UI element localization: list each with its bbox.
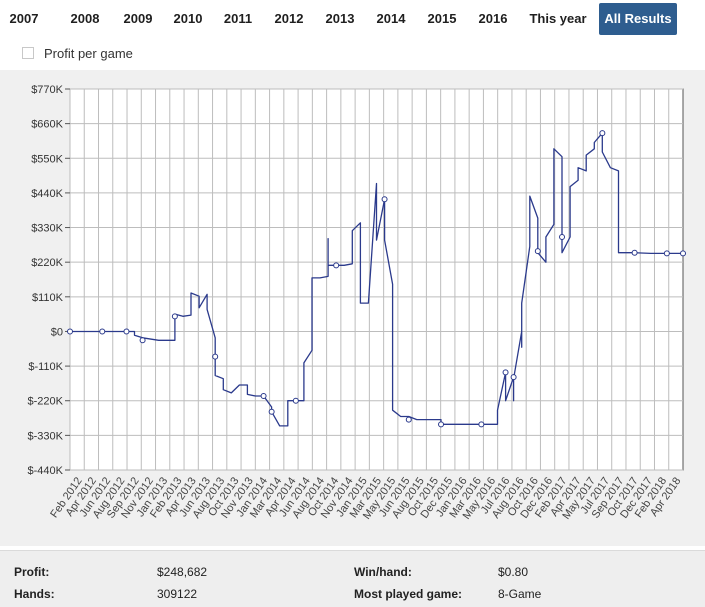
series-point: [631, 249, 638, 256]
stats-bar: Profit: $248,682 Hands: 309122 Win/hand:…: [0, 550, 705, 607]
series-point: [559, 233, 566, 240]
year-tabs: 2007 2008 2009 2010 2011 2012 2013 2014 …: [0, 0, 705, 38]
win-hand-label: Win/hand:: [354, 565, 412, 579]
series-point: [438, 421, 445, 428]
y-tick-label: $-220K: [28, 396, 64, 408]
series-point: [333, 262, 340, 269]
series-point: [381, 196, 388, 203]
y-tick-label: $-110K: [28, 361, 63, 373]
series-point: [502, 369, 509, 376]
series-point: [139, 337, 146, 344]
tab-2012[interactable]: 2012: [274, 11, 304, 26]
series-point: [268, 408, 275, 415]
profit-label: Profit:: [14, 565, 50, 579]
profit-value: $248,682: [157, 565, 208, 579]
tab-2007[interactable]: 2007: [9, 11, 39, 26]
y-tick-label: $-330K: [28, 430, 64, 442]
y-tick-label: $660K: [31, 119, 63, 131]
y-tick-label: $220K: [31, 257, 63, 269]
y-tick-label: $330K: [31, 223, 63, 235]
chart-panel: Feb 2012 Apr 2012 Jun 2012 Aug 2012 Sep 2012…: [0, 70, 705, 546]
series-point: [599, 130, 606, 137]
series-point: [292, 397, 299, 404]
series-point: [99, 328, 106, 335]
tab-2008[interactable]: 2008: [70, 11, 100, 26]
tab-2014[interactable]: 2014: [376, 11, 406, 26]
series-point: [260, 393, 267, 400]
profit-per-game-label: Profit per game: [44, 45, 133, 61]
y-tick-label: $-440K: [28, 465, 64, 477]
y-tick-label: $440K: [31, 188, 63, 200]
series-point: [405, 416, 412, 423]
hands-label: Hands:: [14, 587, 55, 601]
y-tick-label: $550K: [31, 153, 63, 165]
series-point: [67, 328, 73, 335]
plot-area: [69, 88, 684, 471]
most-played-label: Most played game:: [354, 587, 463, 601]
profit-per-game-toggle[interactable]: Profit per game: [22, 44, 133, 62]
series-point: [534, 248, 541, 255]
tab-all-results[interactable]: All Results: [599, 3, 677, 35]
series-point: [478, 421, 485, 428]
tab-2015[interactable]: 2015: [427, 11, 457, 26]
tab-2016[interactable]: 2016: [478, 11, 508, 26]
series-point: [680, 250, 686, 257]
win-hand-value: $0.80: [498, 565, 529, 579]
series-point: [510, 374, 517, 381]
series-point: [663, 250, 670, 257]
series-point: [171, 313, 178, 320]
tab-this-year[interactable]: This year: [529, 11, 587, 26]
series-point: [212, 353, 219, 360]
profit-per-game-checkbox[interactable]: [22, 47, 34, 59]
tab-2009[interactable]: 2009: [123, 11, 153, 26]
hands-value: 309122: [157, 587, 198, 601]
most-played-value: 8-Game: [498, 587, 542, 601]
y-tick-label: $770K: [31, 84, 63, 96]
y-tick-label: $110K: [32, 292, 64, 304]
tab-2011[interactable]: 2011: [223, 11, 253, 26]
series-line: [70, 132, 683, 427]
series-point: [123, 328, 130, 335]
tab-2010[interactable]: 2010: [173, 11, 203, 26]
y-tick-label: $0: [51, 326, 63, 338]
tab-2013[interactable]: 2013: [325, 11, 355, 26]
